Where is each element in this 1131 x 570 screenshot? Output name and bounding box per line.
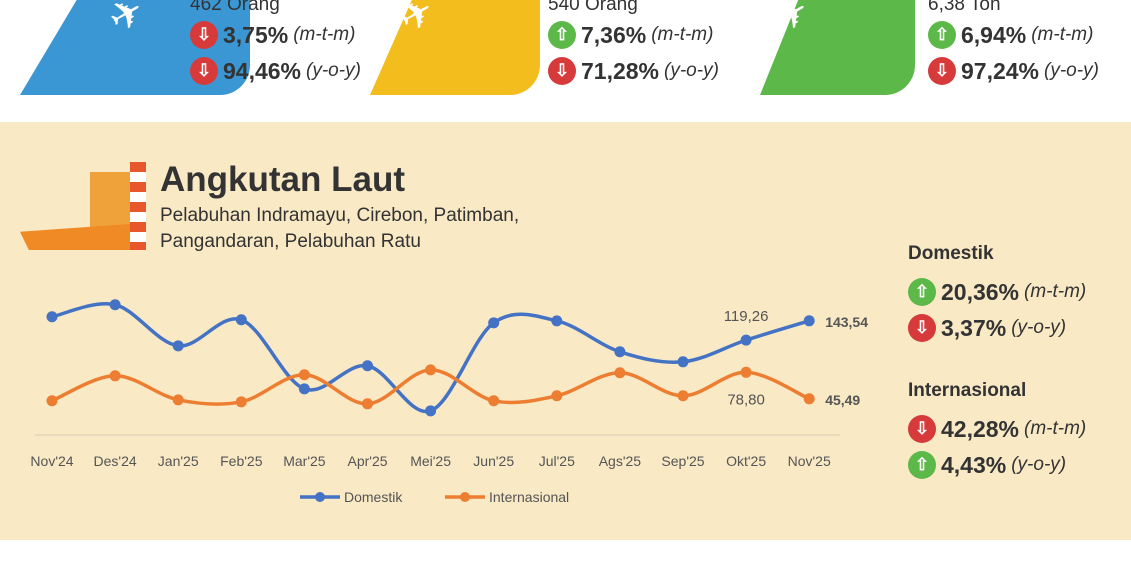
arrow-down-icon: ⇩ — [908, 314, 936, 342]
x-tick-label: Sep'25 — [661, 453, 704, 469]
data-point — [298, 369, 310, 381]
change-period: (m-t-m) — [1024, 281, 1087, 302]
data-point — [46, 395, 58, 407]
data-point — [235, 396, 247, 408]
change-row: ⇧ 7,36% (m-t-m) — [548, 17, 713, 53]
data-point — [740, 334, 752, 346]
data-label: 119,26 — [724, 308, 769, 325]
arrow-down-icon: ⇩ — [928, 57, 956, 85]
data-point — [803, 393, 815, 405]
legend-label: Internasional — [489, 489, 569, 505]
change-row: ⇩ 3,75% (m-t-m) — [190, 17, 355, 53]
arrow-up-icon: ⇧ — [908, 451, 936, 479]
change-row: ⇧ 6,94% (m-t-m) — [928, 17, 1093, 53]
data-point — [614, 367, 626, 379]
data-point — [298, 383, 310, 395]
change-percent: 3,37% — [941, 314, 1007, 341]
data-point — [488, 395, 500, 407]
data-point — [235, 314, 247, 326]
x-tick-label: Mei'25 — [410, 453, 451, 469]
stat-heading: Domestik — [908, 243, 994, 264]
data-point — [362, 398, 373, 410]
data-point — [172, 340, 184, 352]
x-tick-label: Jan'25 — [158, 453, 199, 469]
data-point — [677, 390, 689, 402]
data-point — [172, 394, 184, 406]
x-tick-label: Des'24 — [94, 453, 137, 469]
data-point — [551, 315, 563, 327]
x-tick-label: Jul'25 — [539, 453, 575, 469]
data-point — [614, 346, 626, 358]
change-percent: 42,28% — [941, 415, 1020, 442]
x-tick-label: Apr'25 — [347, 453, 387, 469]
arrow-down-icon: ⇩ — [190, 21, 218, 49]
data-point — [362, 360, 373, 372]
card-value: 462 Orang — [190, 0, 280, 15]
change-percent: 7,36% — [581, 21, 647, 48]
change-period: (y-o-y) — [1011, 454, 1067, 475]
data-point — [677, 356, 689, 368]
change-percent: 97,24% — [961, 57, 1040, 84]
arrow-up-icon: ⇧ — [548, 21, 576, 49]
legend-marker — [315, 492, 325, 502]
change-row: ⇧ 4,43% (y-o-y) — [908, 447, 1066, 483]
change-row: ⇩ 3,37% (y-o-y) — [908, 310, 1066, 346]
section-subtitle: Pelabuhan Indramayu, Cirebon, Patimban, P… — [160, 203, 519, 255]
data-point — [488, 317, 500, 329]
data-label: 45,49 — [825, 392, 860, 408]
change-period: (m-t-m) — [293, 24, 356, 45]
change-row: ⇩ 71,28% (y-o-y) — [548, 53, 719, 89]
data-point — [803, 315, 815, 327]
data-point — [109, 370, 121, 382]
change-row: ⇧ 20,36% (m-t-m) — [908, 274, 1086, 310]
change-period: (m-t-m) — [1031, 24, 1094, 45]
x-tick-label: Okt'25 — [726, 453, 766, 469]
change-percent: 20,36% — [941, 278, 1020, 305]
angkutan-laut-section — [0, 122, 1131, 540]
section-title: Angkutan Laut — [160, 160, 405, 199]
x-tick-label: Nov'24 — [30, 453, 73, 469]
change-period: (y-o-y) — [1044, 60, 1099, 81]
card-value: 6,38 Ton — [928, 0, 1001, 15]
arrow-down-icon: ⇩ — [190, 57, 218, 85]
change-period: (m-t-m) — [651, 24, 714, 45]
subtitle-line: Pangandaran, Pelabuhan Ratu — [160, 231, 421, 252]
data-label: 78,80 — [727, 391, 765, 408]
change-percent: 94,46% — [223, 57, 302, 84]
data-point — [740, 366, 752, 378]
port-ship-icon — [20, 162, 150, 252]
change-row: ⇩ 97,24% (y-o-y) — [928, 53, 1099, 89]
change-row: ⇩ 94,46% (y-o-y) — [190, 53, 361, 89]
data-point — [551, 390, 563, 402]
x-tick-label: Feb'25 — [220, 453, 263, 469]
data-point — [46, 311, 58, 323]
legend-marker — [460, 492, 470, 502]
arrow-down-icon: ⇩ — [908, 415, 936, 443]
data-point — [425, 405, 437, 417]
arrow-up-icon: ⇧ — [908, 278, 936, 306]
stat-heading: Internasional — [908, 380, 1027, 401]
change-period: (y-o-y) — [664, 60, 719, 81]
legend-label: Domestik — [344, 489, 403, 505]
x-tick-label: Mar'25 — [283, 453, 326, 469]
change-percent: 4,43% — [941, 451, 1007, 478]
data-label: 143,54 — [825, 314, 868, 330]
data-point — [425, 364, 437, 376]
arrow-up-icon: ⇧ — [928, 21, 956, 49]
change-percent: 3,75% — [223, 21, 289, 48]
change-period: (y-o-y) — [306, 60, 361, 81]
x-tick-label: Ags'25 — [599, 453, 642, 469]
change-percent: 71,28% — [581, 57, 660, 84]
arrow-down-icon: ⇩ — [548, 57, 576, 85]
change-period: (y-o-y) — [1011, 317, 1067, 338]
change-percent: 6,94% — [961, 21, 1027, 48]
line-chart: Nov'24 Des'24 Jan'25 Feb'25 Mar'25 Apr'25 Mei'… — [30, 299, 868, 505]
x-tick-label: Nov'25 — [788, 453, 831, 469]
change-row: ⇩ 42,28% (m-t-m) — [908, 411, 1086, 447]
subtitle-line: Pelabuhan Indramayu, Cirebon, Patimban, — [160, 205, 520, 226]
data-point — [109, 299, 121, 311]
card-value: 540 Orang — [548, 0, 638, 15]
change-period: (m-t-m) — [1024, 418, 1087, 439]
x-tick-label: Jun'25 — [473, 453, 514, 469]
